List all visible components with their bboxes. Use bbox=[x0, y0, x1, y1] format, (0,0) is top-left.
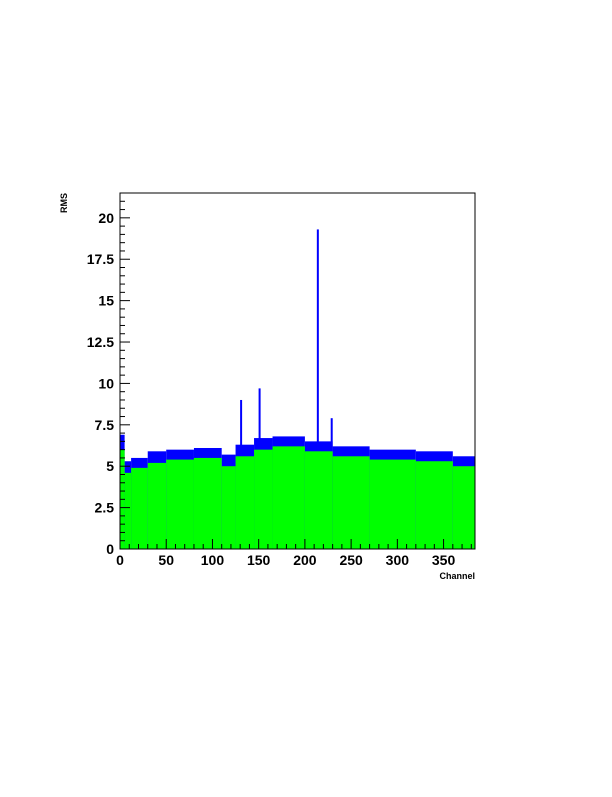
series-1-bar-9 bbox=[272, 446, 305, 549]
bars-layer bbox=[120, 229, 475, 549]
y-tick-label-4: 10 bbox=[98, 375, 114, 391]
series-1-bar-10 bbox=[304, 451, 333, 549]
series-1-bar-13 bbox=[415, 461, 453, 549]
y-tick-label-2: 5 bbox=[106, 458, 114, 474]
x-tick-label-3: 150 bbox=[247, 552, 271, 568]
x-axis-title: Channel bbox=[439, 571, 475, 581]
x-tick-label-5: 250 bbox=[339, 552, 363, 568]
y-tick-label-0: 0 bbox=[106, 541, 114, 557]
plot-frame bbox=[119, 192, 476, 550]
series-1-bar-6 bbox=[221, 466, 236, 549]
series-1-bar-12 bbox=[369, 459, 416, 549]
y-tick-label-8: 20 bbox=[98, 210, 114, 226]
series-1-bar-8 bbox=[254, 449, 273, 549]
series-1-bar-14 bbox=[452, 466, 475, 549]
y-tick-label-6: 15 bbox=[98, 293, 114, 309]
series-1-bar-4 bbox=[166, 459, 194, 549]
y-tick-label-1: 2.5 bbox=[95, 500, 115, 516]
series-1-bar-7 bbox=[235, 456, 255, 549]
series-1-bar-5 bbox=[193, 457, 222, 549]
series-1-bar-2 bbox=[131, 467, 148, 549]
x-tick-label-6: 300 bbox=[386, 552, 410, 568]
series-0-spike-2 bbox=[316, 229, 319, 549]
x-tick-label-4: 200 bbox=[293, 552, 317, 568]
y-tick-label-3: 7.5 bbox=[95, 417, 115, 433]
y-tick-label-5: 12.5 bbox=[87, 334, 114, 350]
ticks-layer bbox=[119, 200, 472, 550]
x-tick-label-2: 100 bbox=[201, 552, 225, 568]
y-axis-title: RMS bbox=[59, 193, 69, 213]
series-1-bar-3 bbox=[147, 462, 167, 549]
y-tick-label-7: 17.5 bbox=[87, 251, 114, 267]
x-tick-label-0: 0 bbox=[116, 552, 124, 568]
series-1-bar-11 bbox=[332, 456, 370, 549]
labels-layer: 0 50 100 150 200 250 300 350 0 2.5 5 7.5 10 12.5 15 17.… bbox=[87, 210, 456, 568]
x-tick-label-1: 50 bbox=[158, 552, 174, 568]
x-tick-label-7: 350 bbox=[432, 552, 456, 568]
series-1-bar-1 bbox=[124, 472, 132, 549]
